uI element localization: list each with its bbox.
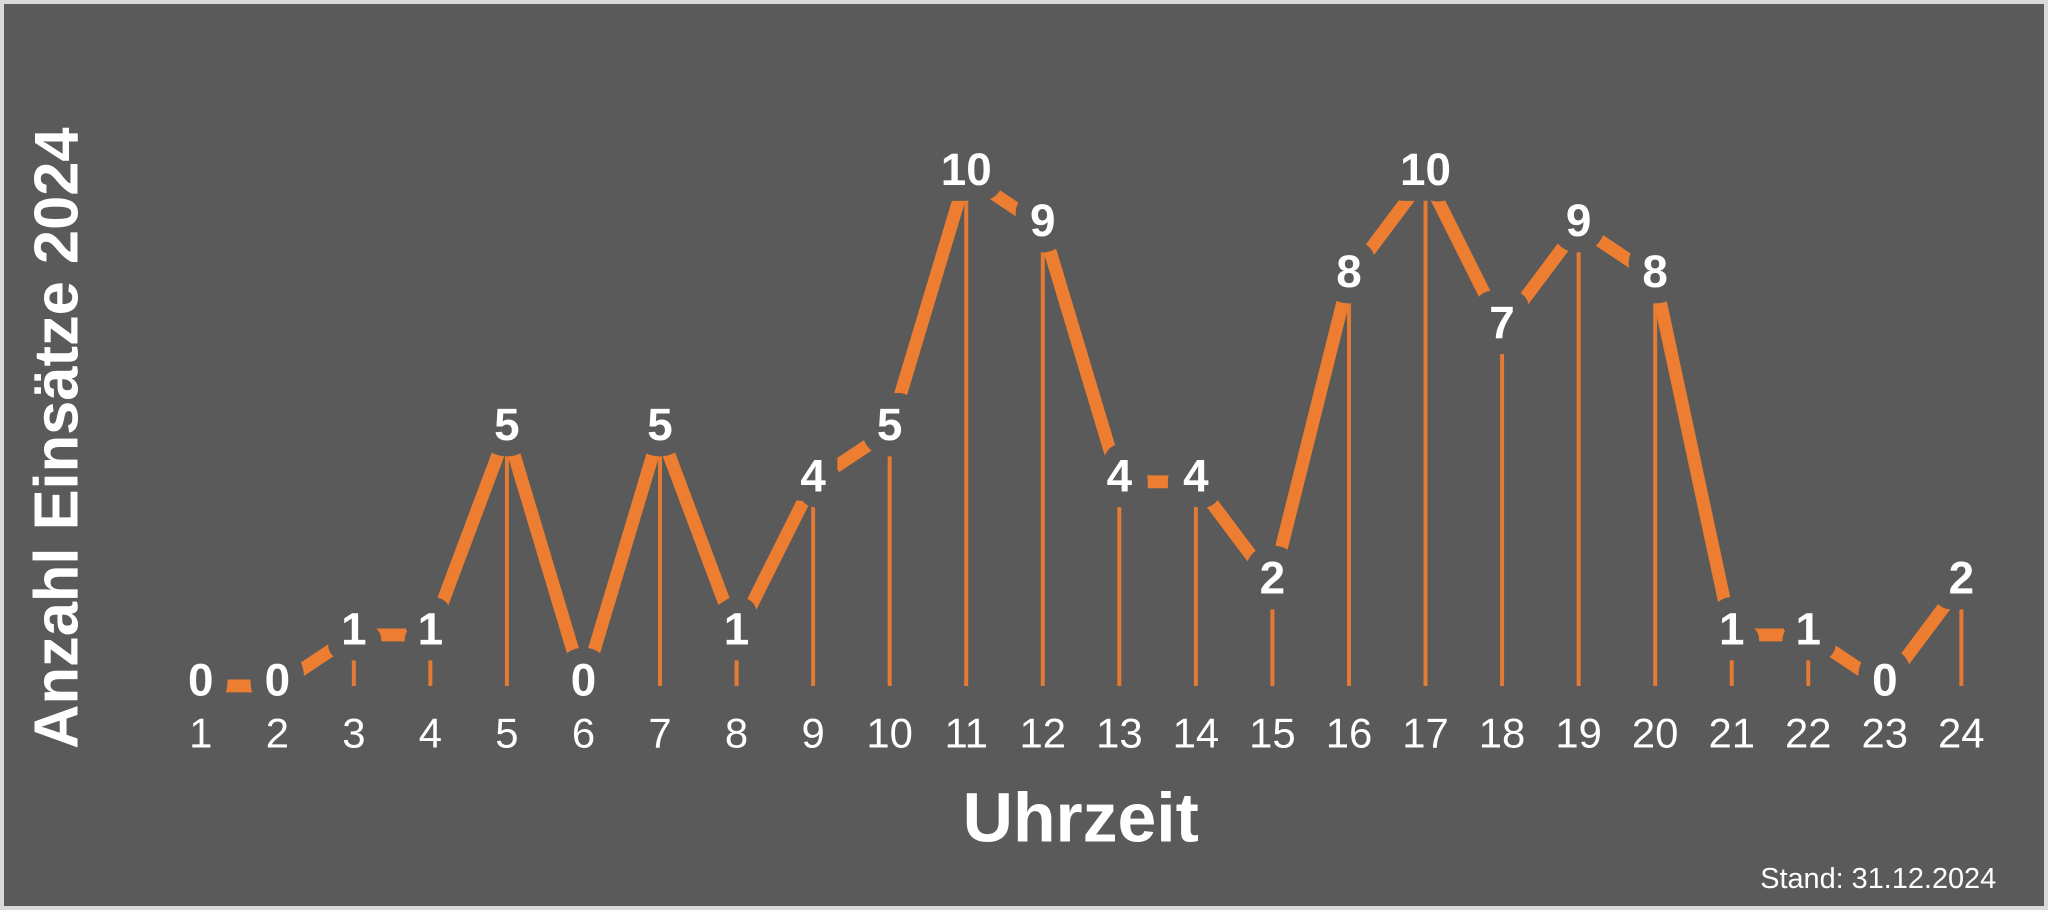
value-label: 5 xyxy=(877,399,902,450)
x-tick-label: 11 xyxy=(945,710,988,757)
value-label: 4 xyxy=(1183,450,1209,501)
x-tick-label: 24 xyxy=(1938,710,1985,757)
value-label: 5 xyxy=(494,399,519,450)
x-tick-label: 17 xyxy=(1402,710,1449,757)
x-tick-label: 23 xyxy=(1862,710,1909,757)
x-tick-label: 16 xyxy=(1326,710,1373,757)
value-label: 4 xyxy=(800,450,826,501)
value-label: 7 xyxy=(1489,297,1514,348)
value-label: 5 xyxy=(647,399,672,450)
value-label: 0 xyxy=(571,655,596,706)
x-tick-label: 4 xyxy=(419,710,442,757)
value-label: 2 xyxy=(1949,552,1974,603)
value-label: 10 xyxy=(1400,144,1451,195)
x-tick-label: 19 xyxy=(1555,710,1602,757)
value-label: 10 xyxy=(941,144,992,195)
value-label: 8 xyxy=(1642,246,1667,297)
value-label: 1 xyxy=(341,604,366,655)
y-axis-title: Anzahl Einsätze 2024 xyxy=(23,127,92,749)
x-tick-label: 1 xyxy=(189,710,212,757)
x-axis-title: Uhrzeit xyxy=(963,779,1199,857)
value-label: 9 xyxy=(1566,195,1591,246)
value-label: 0 xyxy=(188,655,213,706)
x-tick-label: 21 xyxy=(1708,710,1755,757)
x-tick-label: 20 xyxy=(1632,710,1679,757)
x-tick-label: 12 xyxy=(1019,710,1066,757)
drop-lines xyxy=(351,175,1964,686)
x-tick-label: 7 xyxy=(648,710,671,757)
series-polyline xyxy=(200,163,1967,695)
x-tick-label: 15 xyxy=(1249,710,1296,757)
x-tick-label: 5 xyxy=(495,710,518,757)
footer-stand-date: Stand: 31.12.2024 xyxy=(1760,863,1996,895)
x-tick-label: 9 xyxy=(801,710,824,757)
value-label: 0 xyxy=(1872,655,1897,706)
x-tick-label: 13 xyxy=(1096,710,1143,757)
x-tick-label: 18 xyxy=(1479,710,1526,757)
x-axis-tick-labels: 1 2 3 4 5 6 7 8 9 10 11 12 13 14 15 16 17 18 19 20 21 22 23 24 xyxy=(189,710,1984,757)
x-tick-label: 10 xyxy=(866,710,913,757)
x-tick-label: 14 xyxy=(1173,710,1220,757)
value-label: 8 xyxy=(1336,246,1361,297)
value-label: 2 xyxy=(1260,552,1285,603)
value-label: 1 xyxy=(418,604,443,655)
value-label: 1 xyxy=(1795,604,1820,655)
x-tick-label: 3 xyxy=(342,710,365,757)
x-tick-label: 22 xyxy=(1785,710,1832,757)
x-tick-label: 2 xyxy=(266,710,289,757)
x-tick-label: 8 xyxy=(725,710,748,757)
data-series-line xyxy=(200,163,1967,695)
value-label: 1 xyxy=(1719,604,1744,655)
value-label: 4 xyxy=(1107,450,1133,501)
value-label: 1 xyxy=(724,604,749,655)
value-label: 0 xyxy=(265,655,290,706)
x-tick-label: 6 xyxy=(572,710,595,757)
value-label: 9 xyxy=(1030,195,1055,246)
